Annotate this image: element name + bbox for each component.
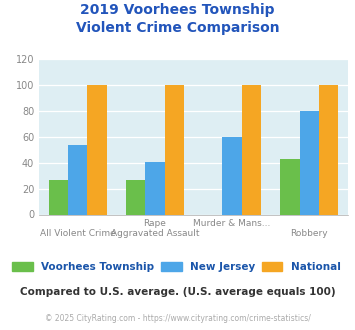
Bar [145,161,164,214]
Text: Aggravated Assault: Aggravated Assault [111,229,199,238]
Bar [87,85,106,214]
Legend: Voorhees Township, New Jersey, National: Voorhees Township, New Jersey, National [12,262,340,272]
Bar [126,180,145,214]
Bar [223,137,242,214]
Text: Robbery: Robbery [290,229,328,238]
Text: 2019 Voorhees Township
Violent Crime Comparison: 2019 Voorhees Township Violent Crime Com… [76,3,279,35]
Text: Rape: Rape [143,219,166,228]
Bar [300,111,319,214]
Bar [164,85,184,214]
Text: © 2025 CityRating.com - https://www.cityrating.com/crime-statistics/: © 2025 CityRating.com - https://www.city… [45,314,310,323]
Bar [319,85,338,214]
Bar [49,180,68,214]
Text: Murder & Mans...: Murder & Mans... [193,219,271,228]
Bar [68,145,87,214]
Text: Compared to U.S. average. (U.S. average equals 100): Compared to U.S. average. (U.S. average … [20,287,335,297]
Bar [280,159,300,214]
Text: All Violent Crime: All Violent Crime [40,229,115,238]
Bar [242,85,261,214]
